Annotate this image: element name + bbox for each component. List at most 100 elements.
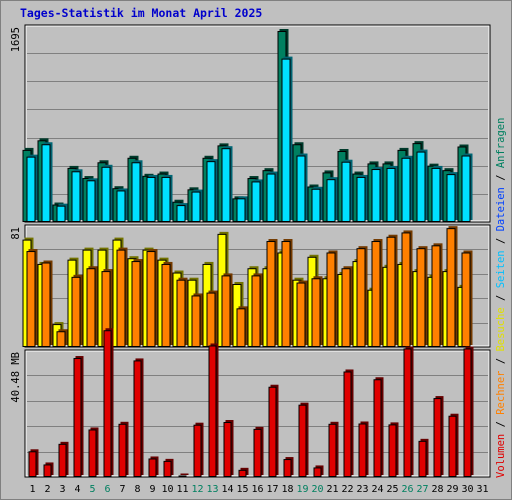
bar-body <box>118 423 127 478</box>
bar-body <box>191 191 201 223</box>
bar-Volumen-day-28 <box>433 396 444 477</box>
bar-body <box>251 275 261 347</box>
bar-body <box>461 155 471 222</box>
bar-body <box>28 451 37 478</box>
bar-body <box>403 348 412 477</box>
bar-body <box>131 162 141 222</box>
bar-body <box>193 424 202 477</box>
bar-Dateien-day-30 <box>461 153 473 222</box>
bar-body <box>146 176 156 222</box>
bar-body <box>208 345 217 478</box>
bar-body <box>238 469 247 477</box>
bar-body <box>26 156 36 222</box>
panel-requests: 1695 <box>10 24 491 223</box>
bar-Dateien-day-21 <box>326 177 338 223</box>
bar-Rechner-day-5 <box>86 266 98 347</box>
series-Rechner <box>26 226 473 348</box>
x-tick-label-5: 5 <box>89 484 95 495</box>
bar-Dateien-day-22 <box>341 159 353 223</box>
bar-body <box>163 460 172 478</box>
bar-body <box>418 440 427 477</box>
bar-Dateien-day-11 <box>176 203 188 223</box>
bar-body <box>131 261 141 347</box>
bar-Dateien-day-15 <box>236 196 248 223</box>
bar-Rechner-day-3 <box>56 329 68 348</box>
side-separator: / <box>495 288 507 307</box>
bar-body <box>356 248 366 347</box>
bar-Dateien-day-28 <box>431 165 443 222</box>
bar-body <box>103 330 112 478</box>
bar-body <box>343 371 352 478</box>
bar-body <box>206 292 216 348</box>
bar-body <box>431 245 441 347</box>
bar-Dateien-day-27 <box>416 149 428 222</box>
bar-Dateien-day-8 <box>131 160 143 222</box>
bar-Rechner-day-22 <box>341 266 353 347</box>
bar-Volumen-day-11 <box>178 473 189 477</box>
x-tick-label-7: 7 <box>119 484 125 495</box>
bar-Rechner-day-13 <box>206 290 218 348</box>
panel-volume: 40.48 MB <box>10 328 491 478</box>
bar-Dateien-day-6 <box>101 164 113 223</box>
bar-shadow <box>180 473 189 475</box>
side-separator: / <box>495 168 507 187</box>
side-label-besuche: Besuche <box>495 307 507 351</box>
bar-body <box>356 176 366 222</box>
bar-Dateien-day-16 <box>251 179 263 222</box>
bar-Dateien-day-23 <box>356 174 368 222</box>
bar-body <box>56 331 66 348</box>
bar-body <box>116 249 126 347</box>
side-separator: / <box>495 231 507 250</box>
bar-Volumen-day-9 <box>148 456 159 477</box>
bar-body <box>268 386 277 478</box>
bar-Volumen-day-16 <box>253 426 264 477</box>
x-tick-label-21: 21 <box>326 484 338 495</box>
side-label-volumen: Volumen <box>495 434 507 478</box>
bar-body <box>148 458 157 477</box>
side-legend: Volumen / Rechner / Besuche / Seiten / D… <box>495 118 507 478</box>
bar-Volumen-day-26 <box>403 346 414 477</box>
bar-Rechner-day-20 <box>311 276 323 347</box>
bar-body <box>446 174 456 222</box>
bar-Rechner-day-10 <box>161 261 173 347</box>
x-tick-label-8: 8 <box>134 484 140 495</box>
bar-Volumen-day-30 <box>463 346 474 477</box>
bar-Rechner-day-4 <box>71 274 83 347</box>
x-tick-label-9: 9 <box>149 484 155 495</box>
bar-Volumen-day-1 <box>28 449 39 478</box>
bar-body <box>281 58 291 223</box>
bar-Rechner-day-11 <box>176 277 188 347</box>
bar-Dateien-day-3 <box>56 203 68 222</box>
bar-Rechner-day-12 <box>191 293 203 348</box>
bar-body <box>223 422 232 477</box>
x-tick-label-28: 28 <box>431 484 443 495</box>
bar-body <box>388 424 397 477</box>
bar-Volumen-day-10 <box>163 458 174 478</box>
bar-body <box>191 295 201 348</box>
bar-Rechner-day-16 <box>251 273 263 347</box>
bar-body <box>56 205 66 222</box>
bar-Rechner-day-28 <box>431 243 443 347</box>
bar-Rechner-day-29 <box>446 226 458 347</box>
x-tick-label-26: 26 <box>401 484 413 495</box>
x-tick-label-14: 14 <box>221 484 233 495</box>
bar-body <box>116 190 126 223</box>
x-tick-label-13: 13 <box>206 484 218 495</box>
x-tick-label-1: 1 <box>29 484 35 495</box>
bar-Volumen-day-19 <box>298 402 309 478</box>
bar-body <box>281 241 291 347</box>
bar-Rechner-day-1 <box>26 249 38 347</box>
x-tick-label-25: 25 <box>386 484 398 495</box>
bar-Rechner-day-25 <box>386 234 398 347</box>
bar-body <box>401 157 411 222</box>
bar-Dateien-day-19 <box>296 153 308 222</box>
bar-Volumen-day-21 <box>328 421 339 478</box>
bar-body <box>371 169 381 222</box>
bar-Volumen-day-4 <box>73 356 84 478</box>
side-label-rechner: Rechner <box>495 371 507 415</box>
bar-body <box>416 151 426 222</box>
bar-Rechner-day-14 <box>221 273 233 347</box>
bar-Volumen-day-22 <box>343 369 354 478</box>
x-tick-label-6: 6 <box>104 484 110 495</box>
